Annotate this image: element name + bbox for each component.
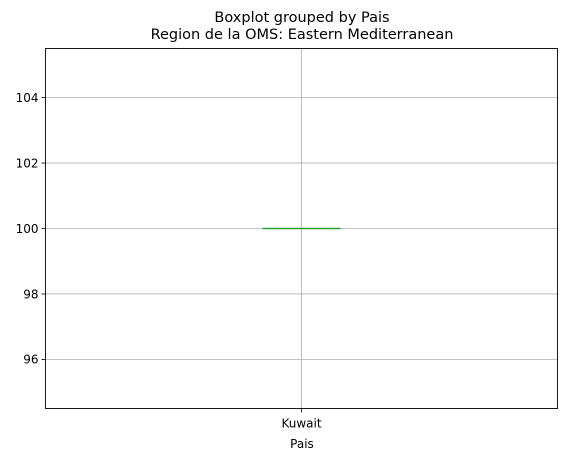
y-tick-label: 96 [23, 353, 38, 367]
y-tick-label: 102 [16, 156, 39, 170]
x-tick-label: Kuwait [281, 417, 321, 431]
y-tick-label: 104 [16, 91, 39, 105]
y-tick-label: 98 [23, 287, 38, 301]
chart-suptitle: Boxplot grouped by Pais [214, 10, 389, 26]
y-tick-label: 100 [16, 222, 39, 236]
x-axis-label: Pais [290, 437, 314, 451]
chart-title: Region de la OMS: Eastern Mediterranean [151, 27, 454, 43]
